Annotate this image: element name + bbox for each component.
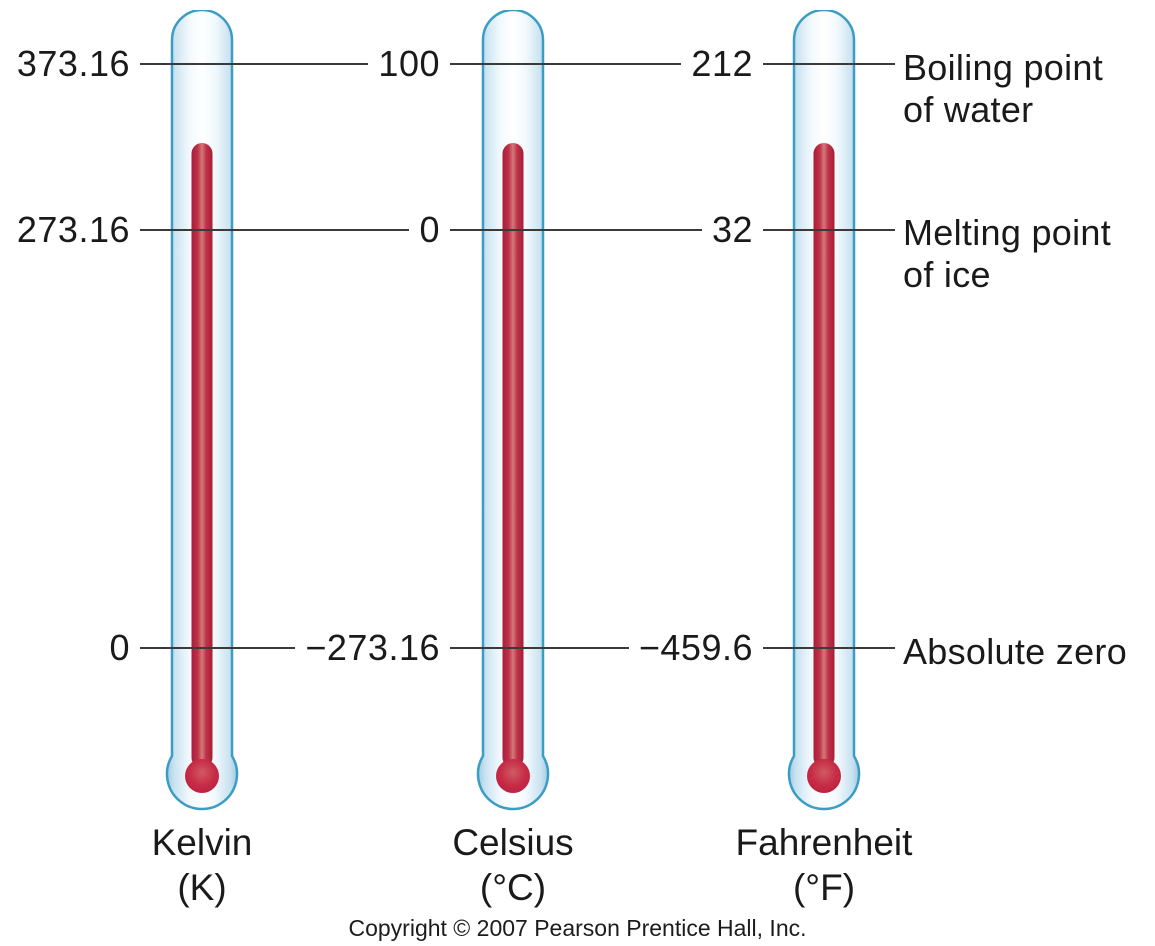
boiling-value-celsius: 100	[260, 41, 450, 87]
annotation-boiling-point: Boiling point of water	[903, 47, 1103, 131]
copyright-notice: Copyright © 2007 Pearson Prentice Hall, …	[348, 915, 807, 941]
annotation-line1: Absolute zero	[903, 631, 1128, 672]
melting-value-celsius: 0	[260, 207, 450, 253]
value-text: 100	[368, 41, 450, 87]
annotation-line2: of ice	[903, 254, 991, 295]
reference-line-absolute-zero	[140, 647, 895, 649]
annotation-absolute-zero: Absolute zero	[903, 631, 1127, 673]
scale-unit: (K)	[177, 867, 227, 908]
annotation-line1: Melting point	[903, 212, 1112, 253]
value-text: 32	[701, 207, 763, 253]
thermometer-fahrenheit	[774, 10, 874, 812]
value-text: 0	[99, 625, 140, 671]
value-text: 212	[681, 41, 763, 87]
value-text: 373.16	[6, 41, 140, 87]
reference-line-melting	[140, 229, 895, 231]
value-text: 0	[409, 207, 450, 253]
annotation-line1: Boiling point	[903, 47, 1104, 88]
scale-name: Fahrenheit	[735, 822, 913, 863]
boiling-value-kelvin: 373.16	[0, 41, 140, 87]
mercury-bulb	[185, 759, 219, 793]
mercury-column	[191, 143, 213, 768]
value-text: −273.16	[295, 625, 450, 671]
scale-unit: (°F)	[792, 867, 856, 908]
mercury-bulb	[496, 759, 530, 793]
melting-value-kelvin: 273.16	[0, 207, 140, 253]
boiling-value-fahrenheit: 212	[573, 41, 763, 87]
scale-name: Kelvin	[151, 822, 253, 863]
thermometer-kelvin	[152, 10, 252, 812]
annotation-melting-point: Melting point of ice	[903, 212, 1111, 296]
mercury-column	[813, 143, 835, 768]
annotation-line2: of water	[903, 89, 1034, 130]
absolute-zero-value-fahrenheit: −459.6	[573, 625, 763, 671]
scale-label-celsius: Celsius (°C)	[403, 820, 623, 910]
absolute-zero-value-celsius: −273.16	[260, 625, 450, 671]
scale-unit: (°C)	[479, 867, 547, 908]
mercury-bulb	[807, 759, 841, 793]
scale-label-kelvin: Kelvin (K)	[92, 820, 312, 910]
value-text: −459.6	[628, 625, 763, 671]
thermometer-celsius	[463, 10, 563, 812]
scale-name: Celsius	[452, 822, 574, 863]
scale-label-fahrenheit: Fahrenheit (°F)	[714, 820, 934, 910]
reference-line-boiling	[140, 63, 895, 65]
absolute-zero-value-kelvin: 0	[0, 625, 140, 671]
value-text: 273.16	[6, 207, 140, 253]
mercury-column	[502, 143, 524, 768]
melting-value-fahrenheit: 32	[573, 207, 763, 253]
